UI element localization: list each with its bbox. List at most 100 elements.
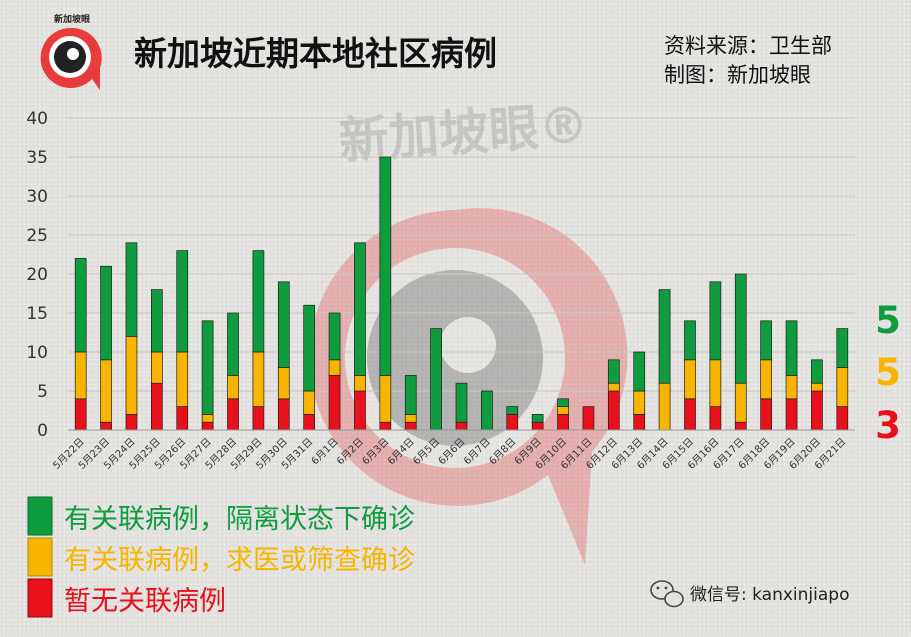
bar-segment xyxy=(709,406,722,431)
bar-segment xyxy=(100,265,112,361)
bar-segment xyxy=(760,359,772,400)
y-tick-label: 20 xyxy=(26,265,48,285)
bar-segment xyxy=(303,390,316,415)
bar-segment xyxy=(709,359,722,407)
bar-segment xyxy=(125,414,138,431)
bar-segment xyxy=(277,281,290,368)
bar-segment xyxy=(176,351,189,407)
bar-segment xyxy=(125,336,138,415)
bar-segment xyxy=(734,421,747,431)
bar-segment xyxy=(481,390,493,431)
bar-segment xyxy=(658,289,671,384)
bar-segment xyxy=(379,156,392,376)
bar-segment xyxy=(811,359,823,384)
y-tick-label: 10 xyxy=(26,343,48,363)
bar-segment xyxy=(684,320,696,361)
bar-segment xyxy=(734,273,747,384)
bar-segment xyxy=(404,421,417,431)
bar-segment xyxy=(74,351,87,400)
bar-segment xyxy=(404,414,417,423)
bar-segment xyxy=(252,406,265,431)
bar-segment xyxy=(125,242,138,337)
bar-segment xyxy=(557,414,569,431)
bar-segment xyxy=(557,406,569,415)
bar-segment xyxy=(176,250,189,353)
bar-segment xyxy=(354,375,366,392)
bar-segment xyxy=(785,320,798,376)
bar-segment xyxy=(430,328,442,431)
legend-label-linked-screening: 有关联病例，求医或筛查确诊 xyxy=(64,545,415,576)
bar-segment xyxy=(557,398,569,407)
bar-segment xyxy=(303,304,316,392)
bar-segment xyxy=(303,414,316,431)
bar-segment xyxy=(176,406,189,431)
bar-segment xyxy=(74,258,87,353)
bar-segment xyxy=(151,382,163,431)
bar-segment xyxy=(684,398,696,431)
bar-segment xyxy=(455,382,468,423)
wechat-badge: 微信号: kanxinjiapo xyxy=(650,580,849,608)
bar-segment xyxy=(633,414,646,431)
bar-segment xyxy=(201,414,214,423)
bar-segment xyxy=(277,398,290,431)
bar-segment xyxy=(633,390,646,415)
y-tick-label: 5 xyxy=(37,382,48,402)
bar-segment xyxy=(811,390,823,431)
legend-swatch-red xyxy=(27,578,53,618)
bar-segment xyxy=(836,328,849,368)
watermark-text: 新加坡眼® xyxy=(337,95,590,170)
credit-label: 制图：新加坡眼 xyxy=(664,63,811,87)
legend-item-linked-screening: 有关联病例，求医或筛查确诊 xyxy=(27,537,415,577)
bar-segment xyxy=(607,382,620,392)
bar-segment xyxy=(607,390,620,431)
y-axis: 0 5 10 15 20 25 30 35 40 xyxy=(26,109,48,441)
bar-segment xyxy=(506,414,519,431)
legend-item-linked-quarantine: 有关联病例，隔离状态下确诊 xyxy=(27,496,415,536)
bar-segment xyxy=(506,406,519,415)
bar-segment xyxy=(836,406,849,431)
bar-segment xyxy=(760,398,772,431)
bar-segment xyxy=(354,390,366,431)
bar-segment xyxy=(734,382,747,423)
y-tick-label: 30 xyxy=(26,187,48,207)
bar-segment xyxy=(455,421,468,431)
bar-segment xyxy=(633,351,646,392)
legend: 有关联病例，隔离状态下确诊 有关联病例，求医或筛查确诊 暂无关联病例 xyxy=(27,496,415,618)
bar-segment xyxy=(227,312,239,376)
x-tick-label: 6月1日 xyxy=(309,436,341,468)
bar-segment xyxy=(100,359,112,423)
bar-segment xyxy=(684,359,696,400)
bar-segment xyxy=(379,375,392,423)
bar-segment xyxy=(404,375,417,415)
bar-segment xyxy=(354,242,366,376)
bar-segment xyxy=(227,398,239,431)
bar-segment xyxy=(582,406,595,431)
bar-segment xyxy=(658,382,671,431)
source-label: 资料来源：卫生部 xyxy=(664,34,832,58)
bar-segment xyxy=(531,414,544,423)
bar-segment xyxy=(151,289,163,353)
bar-segment xyxy=(531,421,544,431)
bar-segment xyxy=(277,367,290,400)
y-tick-label: 0 xyxy=(37,421,48,441)
latest-linked-quarantine-count: 5 xyxy=(875,299,901,342)
latest-linked-screening-count: 5 xyxy=(875,351,901,394)
y-tick-label: 15 xyxy=(26,304,48,324)
chart-title: 新加坡近期本地社区病例 xyxy=(134,34,497,73)
bar-segment xyxy=(151,351,163,384)
bar-segment xyxy=(252,250,265,353)
bar-segment xyxy=(811,382,823,392)
bar-segment xyxy=(379,421,392,431)
bar-segment xyxy=(836,367,849,407)
y-tick-label: 35 xyxy=(26,148,48,168)
bar-segment xyxy=(785,398,798,431)
bar-segment xyxy=(709,281,722,361)
bar-segment xyxy=(328,359,341,376)
y-tick-label: 25 xyxy=(26,226,48,246)
legend-swatch-yellow xyxy=(27,537,53,577)
legend-label-unlinked: 暂无关联病例 xyxy=(64,586,226,617)
legend-label-linked-quarantine: 有关联病例，隔离状态下确诊 xyxy=(64,504,415,535)
bar-segment xyxy=(760,320,772,361)
legend-swatch-green xyxy=(27,496,53,536)
